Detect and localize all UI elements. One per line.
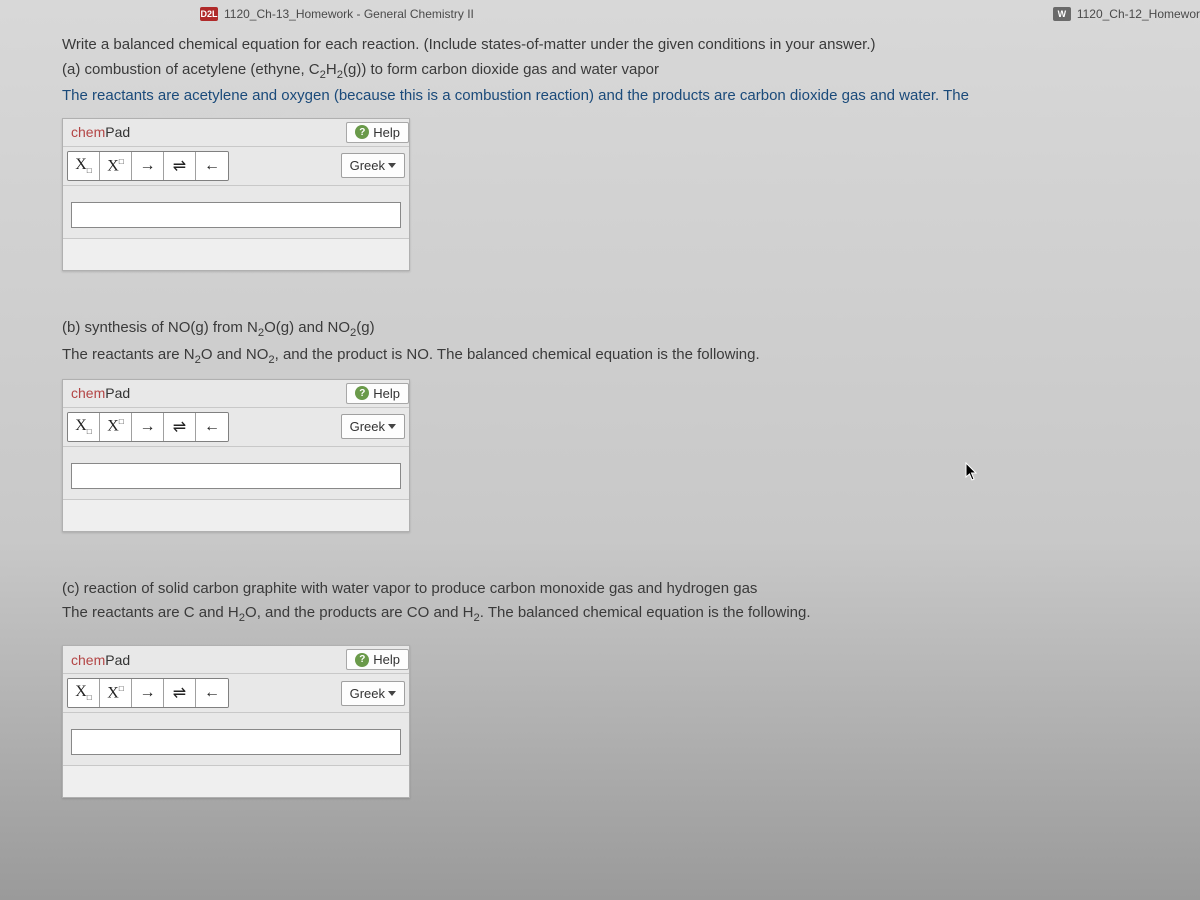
tool-group: X□ X□ → ⇌ ← [67, 678, 229, 708]
part-c-hint: The reactants are C and H2O, and the pro… [62, 602, 1180, 627]
chempad-a: chemPad ? Help X□ X□ → ⇌ ← Greek [62, 118, 410, 271]
chempad-display [63, 765, 409, 797]
equilibrium-button[interactable]: ⇌ [164, 679, 196, 707]
superscript-button[interactable]: X□ [100, 413, 132, 441]
arrow-right-button[interactable]: → [132, 413, 164, 441]
browser-tab-bar: D2L 1120_Ch-13_Homework - General Chemis… [0, 0, 1200, 24]
help-button[interactable]: ? Help [346, 383, 409, 404]
help-button[interactable]: ? Help [346, 122, 409, 143]
arrow-left-button[interactable]: ← [196, 152, 228, 180]
equation-input-a[interactable] [71, 202, 401, 228]
tab-badge-w: W [1053, 7, 1071, 21]
arrow-right-button[interactable]: → [132, 679, 164, 707]
tab-secondary[interactable]: W 1120_Ch-12_Homework [1053, 7, 1200, 21]
help-icon: ? [355, 653, 369, 667]
chempad-display [63, 238, 409, 270]
equilibrium-button[interactable]: ⇌ [164, 152, 196, 180]
help-button[interactable]: ? Help [346, 649, 409, 670]
tab-badge-d2l: D2L [200, 7, 218, 21]
chempad-display [63, 499, 409, 531]
subscript-button[interactable]: X□ [68, 679, 100, 707]
chevron-down-icon [388, 424, 396, 429]
subscript-button[interactable]: X□ [68, 152, 100, 180]
tool-group: X□ X□ → ⇌ ← [67, 151, 229, 181]
greek-dropdown[interactable]: Greek [341, 414, 405, 439]
part-b-hint: The reactants are N2O and NO2, and the p… [62, 344, 1180, 369]
help-icon: ? [355, 386, 369, 400]
arrow-right-button[interactable]: → [132, 152, 164, 180]
chevron-down-icon [388, 691, 396, 696]
equation-input-b[interactable] [71, 463, 401, 489]
question-intro: Write a balanced chemical equation for e… [62, 34, 1180, 108]
equilibrium-button[interactable]: ⇌ [164, 413, 196, 441]
superscript-button[interactable]: X□ [100, 152, 132, 180]
subscript-button[interactable]: X□ [68, 413, 100, 441]
arrow-left-button[interactable]: ← [196, 679, 228, 707]
part-a-prompt: (a) combustion of acetylene (ethyne, C2H… [62, 59, 1180, 84]
greek-dropdown[interactable]: Greek [341, 153, 405, 178]
tab-active[interactable]: D2L 1120_Ch-13_Homework - General Chemis… [200, 7, 474, 21]
tab-title: 1120_Ch-12_Homework [1077, 7, 1200, 21]
chempad-title: chemPad [71, 652, 130, 668]
part-b-prompt: (b) synthesis of NO(g) from N2O(g) and N… [62, 317, 1180, 342]
chempad-b: chemPad ? Help X□ X□ → ⇌ ← Greek [62, 379, 410, 532]
tab-title: 1120_Ch-13_Homework - General Chemistry … [224, 7, 474, 21]
chempad-title: chemPad [71, 385, 130, 401]
arrow-left-button[interactable]: ← [196, 413, 228, 441]
chevron-down-icon [388, 163, 396, 168]
help-icon: ? [355, 125, 369, 139]
part-a-hint: The reactants are acetylene and oxygen (… [62, 85, 1180, 108]
tool-group: X□ X□ → ⇌ ← [67, 412, 229, 442]
chempad-title: chemPad [71, 124, 130, 140]
superscript-button[interactable]: X□ [100, 679, 132, 707]
part-c-prompt: (c) reaction of solid carbon graphite wi… [62, 578, 1180, 601]
equation-input-c[interactable] [71, 729, 401, 755]
chempad-c: chemPad ? Help X□ X□ → ⇌ ← Greek [62, 645, 410, 798]
greek-dropdown[interactable]: Greek [341, 681, 405, 706]
